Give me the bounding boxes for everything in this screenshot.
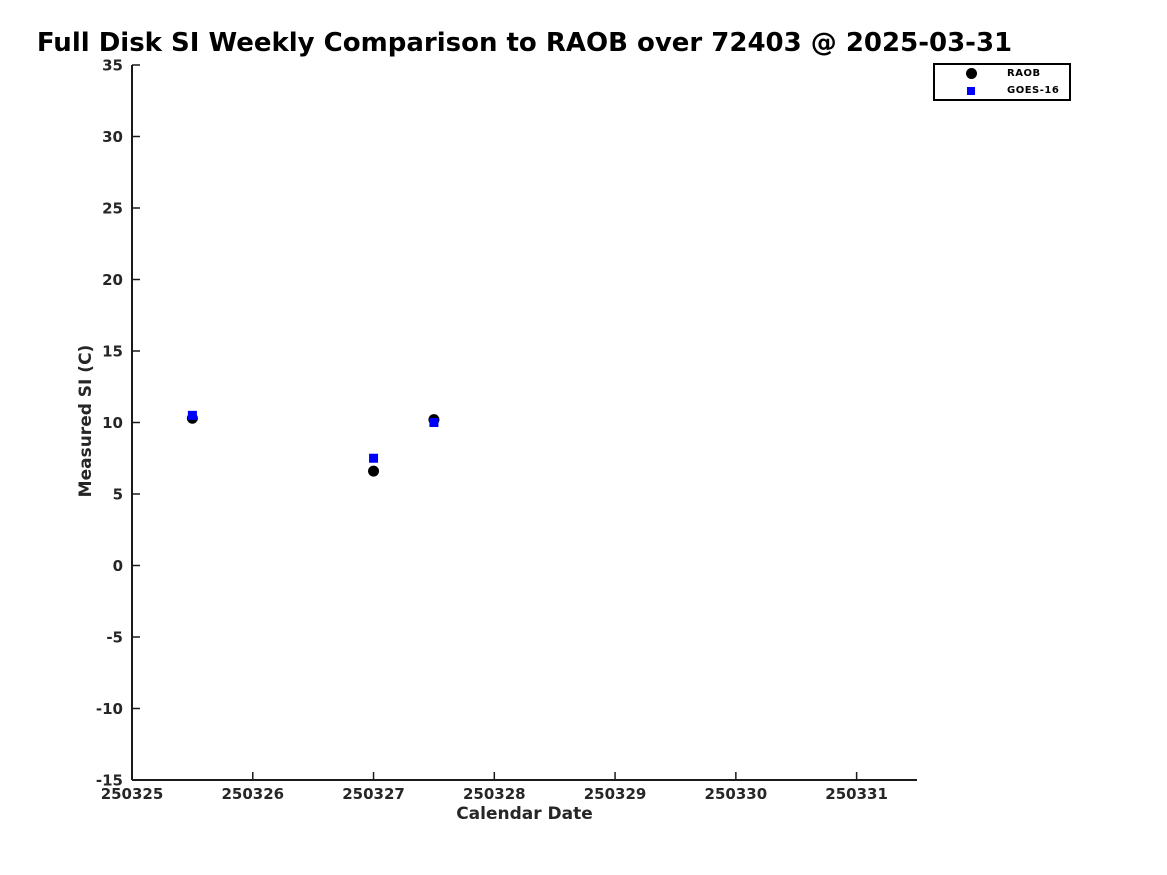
data-point-goes-16: [369, 453, 379, 463]
goes-16-square-icon: [967, 86, 975, 95]
y-tick-label: -10: [96, 700, 123, 718]
x-tick-label: 250330: [705, 785, 768, 803]
y-tick-label: -15: [96, 772, 123, 790]
legend-item-raob: RAOB: [935, 65, 1069, 82]
x-tick-label: 250331: [825, 785, 888, 803]
y-tick-label: 15: [102, 343, 123, 361]
x-tick-label: 250328: [463, 785, 526, 803]
y-tick-label: 20: [102, 271, 123, 289]
data-point-goes-16: [429, 418, 439, 427]
y-tick-label: 25: [102, 200, 123, 218]
y-tick-label: 5: [113, 486, 123, 504]
y-tick-label: 10: [102, 414, 123, 432]
x-tick-label: 250326: [221, 785, 284, 803]
x-tick-label: 250327: [342, 785, 405, 803]
legend-marker-cell: [935, 86, 1007, 95]
y-tick-label: 30: [102, 128, 123, 146]
legend-label-goes-16: GOES-16: [1007, 85, 1060, 96]
data-point-raob: [368, 465, 380, 477]
y-tick-label: 0: [113, 557, 123, 575]
legend-marker-cell: [935, 68, 1007, 79]
x-tick-label: 250329: [584, 785, 647, 803]
chart-title: Full Disk SI Weekly Comparison to RAOB o…: [36, 28, 1013, 58]
data-point-goes-16: [187, 410, 197, 420]
legend-label-raob: RAOB: [1007, 68, 1041, 79]
x-axis-label: Calendar Date: [456, 804, 593, 824]
y-tick-label: -5: [106, 629, 123, 647]
y-tick-label: 35: [102, 57, 123, 75]
x-tick-label: 250325: [101, 785, 164, 803]
legend-item-goes-16: GOES-16: [935, 82, 1069, 99]
raob-circle-icon: [965, 68, 977, 79]
legend: RAOB GOES-16: [933, 63, 1071, 101]
